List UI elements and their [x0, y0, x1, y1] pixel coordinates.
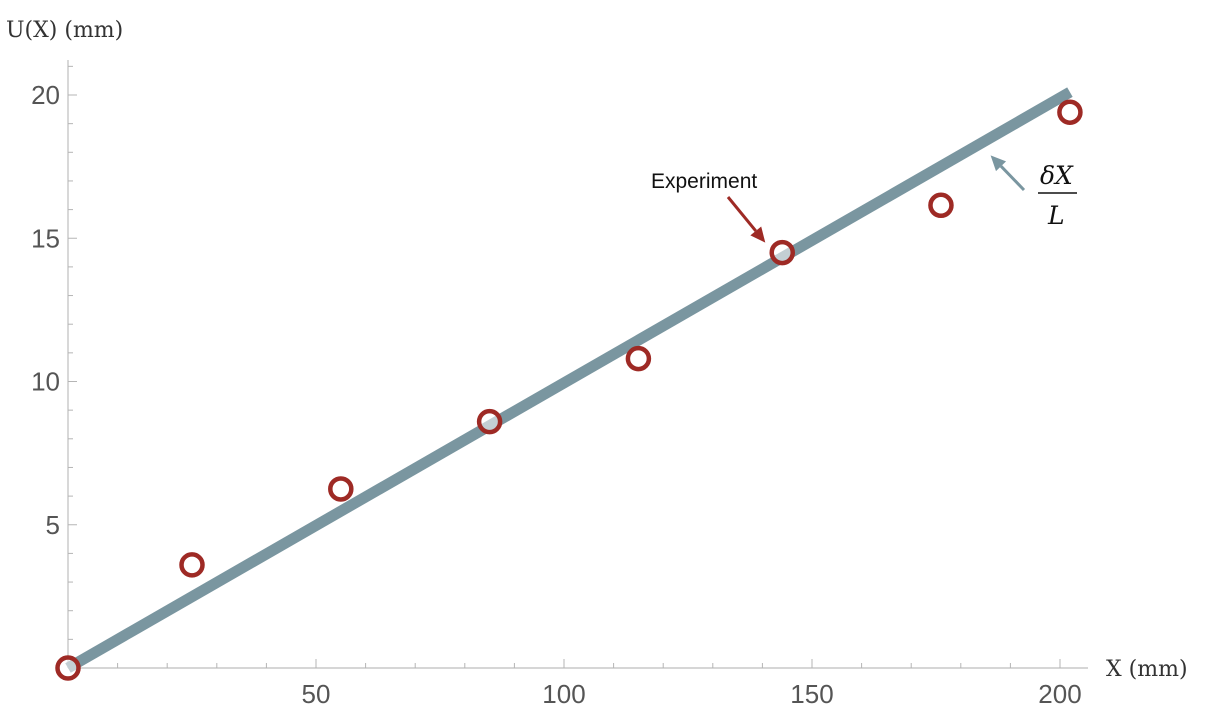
fit-line-group: [65, 87, 1073, 673]
experiment-annotation-label: Experiment: [651, 170, 757, 193]
y-tick-label: 15: [31, 223, 60, 253]
annotations: Experiment δX L: [651, 155, 1077, 243]
y-tick-label: 5: [46, 510, 60, 540]
x-tick-label: 150: [790, 679, 833, 709]
y-axis-title: U(X) (mm): [6, 18, 123, 43]
y-tick-label: 10: [31, 367, 60, 397]
fit-line: [65, 87, 1073, 673]
data-point: [328, 476, 354, 502]
y-tick-label: 20: [31, 80, 60, 110]
x-axis-title: X (mm): [1106, 657, 1188, 682]
data-point: [928, 192, 954, 219]
data-point: [769, 239, 795, 266]
delta-x-numerator: δX: [1040, 161, 1074, 190]
data-point: [55, 655, 81, 681]
x-tick-label: 100: [542, 679, 585, 709]
axes: [67, 60, 1088, 669]
x-tick-label: 50: [302, 679, 331, 709]
experiment-arrow: [726, 196, 766, 243]
tick-labels: 50 100 150 200 5 10 15 20: [31, 80, 1082, 709]
data-point: [1057, 99, 1083, 125]
data-point: [476, 408, 503, 435]
data-point: [179, 552, 205, 578]
tick-marks: [68, 65, 1061, 668]
data-points: [55, 99, 1083, 681]
data-point: [625, 345, 652, 372]
fit-line-arrow: [990, 155, 1026, 192]
l-denominator: L: [1047, 201, 1065, 230]
x-tick-label: 200: [1038, 679, 1081, 709]
